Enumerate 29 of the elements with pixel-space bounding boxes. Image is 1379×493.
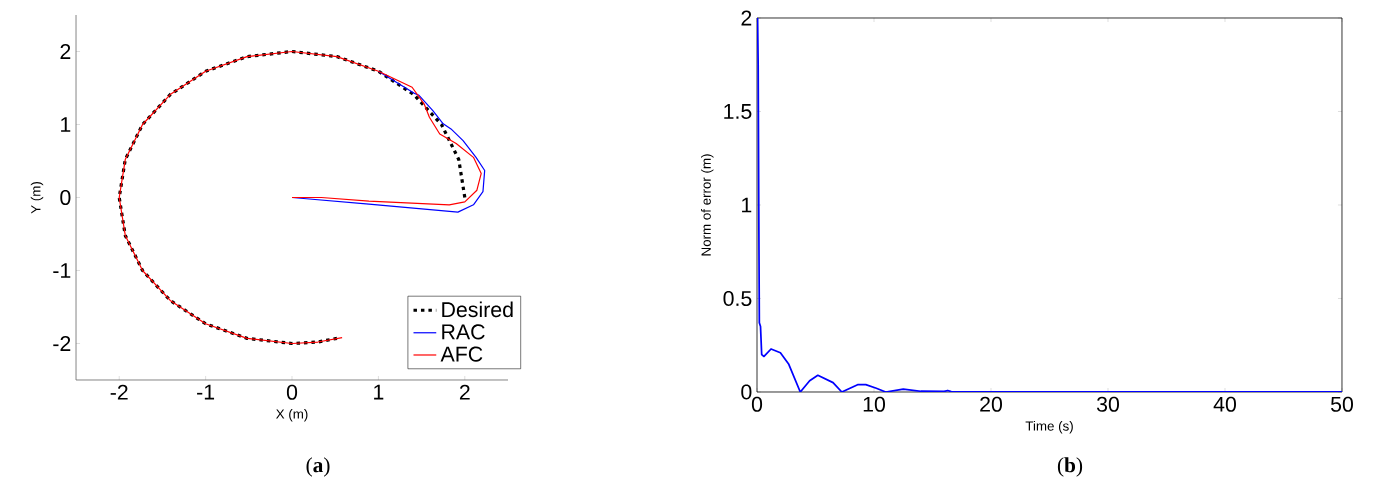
x-tick-label: 40: [1213, 396, 1236, 412]
x-axis-title: Time (s): [1025, 420, 1073, 434]
y-tick-label: 2: [741, 10, 752, 26]
y-tick-label: -1: [53, 263, 71, 278]
text: (a): [306, 457, 330, 477]
x-tick-label: 20: [980, 396, 1003, 412]
x-axis-title: X (m): [276, 408, 308, 422]
y-axis-title: Y (m): [30, 182, 44, 214]
y-tick-label: 1: [742, 197, 752, 213]
x-tick-label: -2: [110, 384, 128, 400]
text: (b): [1057, 457, 1083, 477]
x-tick-label: 10: [863, 396, 886, 412]
x-tick-label: 0: [751, 396, 763, 412]
y-tick-label: -2: [53, 336, 71, 351]
legend-label: AFC: [440, 346, 483, 362]
x-tick-label: -1: [197, 384, 215, 400]
legend-label: RAC: [442, 324, 485, 340]
y-tick-label: 0: [60, 189, 71, 206]
x-tick-label: 1: [374, 384, 384, 400]
x-tick-label: 0: [286, 384, 298, 400]
y-tick-label: 2: [60, 44, 71, 59]
x-tick-label: 2: [459, 384, 470, 400]
legend-label: Desired: [442, 301, 513, 318]
x-tick-label: 50: [1330, 396, 1353, 412]
y-axis-title: Norm of error (m): [701, 154, 714, 256]
x-tick-label: 30: [1096, 396, 1120, 412]
y-tick-label: 0.5: [723, 290, 752, 307]
y-tick-label: 1: [61, 117, 71, 132]
y-tick-label: 1.5: [724, 104, 752, 119]
